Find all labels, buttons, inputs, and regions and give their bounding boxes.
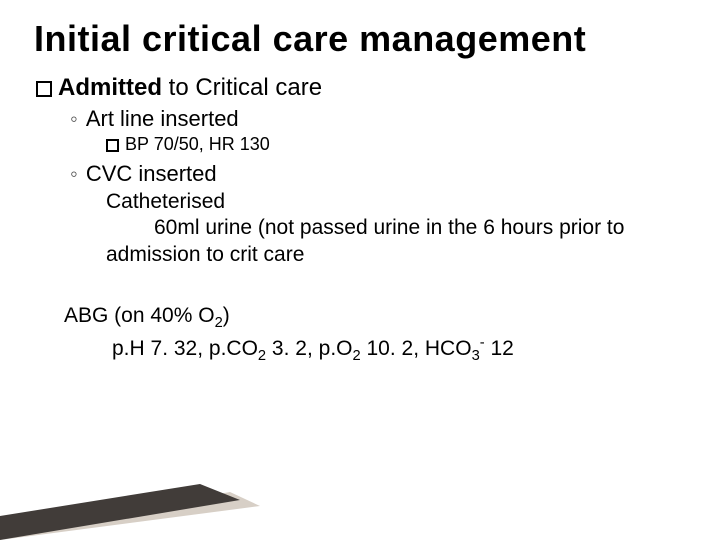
abg-label-post: ) [223, 304, 230, 327]
bullet-artline-text: Art line inserted [86, 106, 239, 131]
bullet-artline: ◦ Art line inserted [70, 106, 686, 132]
catheterised-block: Catheterised 60ml urine (not passed urin… [106, 189, 666, 268]
ph-label: p.H [112, 337, 151, 360]
po2-label: , p.O [307, 337, 353, 360]
abg-o2-sub: 2 [215, 315, 223, 331]
slide-title: Initial critical care management [34, 18, 686, 60]
abg-block: ABG (on 40% O2) p.H 7. 32, p.CO2 3. 2, p… [64, 302, 686, 367]
abg-values: p.H 7. 32, p.CO2 3. 2, p.O2 10. 2, HCO3-… [64, 337, 514, 360]
po2-val: 10. 2 [361, 337, 414, 360]
hco3-sub: 3 [472, 348, 480, 364]
abg-label: ABG (on 40% O2) [64, 304, 230, 327]
bullet-admitted-bold: Admitted [58, 74, 162, 101]
bullet-admitted-text: Admitted to Critical care [58, 74, 322, 102]
deco-dark [0, 484, 240, 540]
ring-bullet-icon: ◦ [70, 106, 78, 131]
bullet-cvc: ◦ CVC inserted [70, 161, 686, 187]
bullet-vitals: BP 70/50, HR 130 [106, 134, 686, 155]
abg-label-pre: ABG (on 40% O [64, 304, 215, 327]
bullet-admitted-rest: to Critical care [162, 74, 322, 101]
bullet-cvc-text: CVC inserted [86, 161, 217, 186]
bullet-admitted: Admitted to Critical care [36, 74, 686, 102]
pco2-sub: 2 [258, 348, 266, 364]
cath-line1: Catheterised [106, 190, 225, 213]
po2-sub: 2 [353, 348, 361, 364]
cath-line2: 60ml urine (not passed urine in the 6 ho… [106, 216, 624, 239]
pco2-val: 3. 2 [266, 337, 307, 360]
ring-bullet-icon: ◦ [70, 161, 78, 186]
hco3-label: , HCO [413, 337, 471, 360]
deco-light [0, 492, 260, 540]
pco2-label: , p.CO [197, 337, 258, 360]
square-bullet-icon [36, 81, 52, 97]
cath-line3: admission to crit care [106, 243, 304, 266]
bullet-vitals-text: BP 70/50, HR 130 [125, 134, 270, 155]
square-bullet-icon [106, 139, 119, 152]
hco3-val: 12 [485, 337, 514, 360]
slide: Initial critical care management Admitte… [0, 0, 720, 540]
corner-decoration-icon [0, 470, 280, 540]
ph-val: 7. 32 [151, 337, 198, 360]
